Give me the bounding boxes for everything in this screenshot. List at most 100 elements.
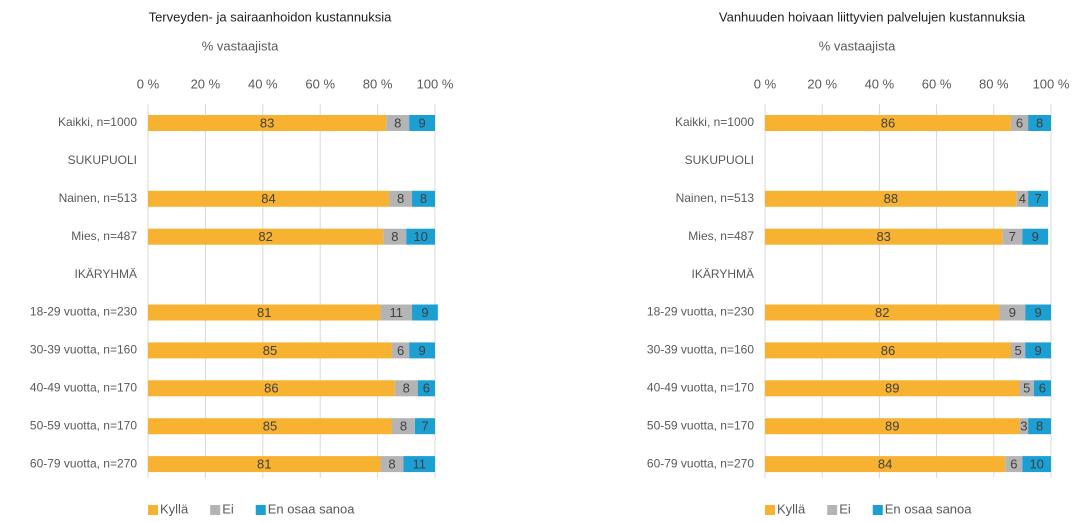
bar-segment: [1019, 418, 1029, 435]
bar-segment: [391, 418, 415, 435]
category-label: SUKUPUOLI: [68, 153, 137, 167]
x-tick-label: 100 %: [417, 76, 454, 91]
bar-segment: [148, 190, 390, 207]
bar-segment: [409, 115, 435, 131]
data-label: 3: [1020, 419, 1027, 434]
bar-segment: [148, 228, 384, 245]
bar-segment: [1028, 190, 1049, 207]
bar-segment: [406, 228, 435, 245]
bar-segment: [765, 190, 1017, 207]
bar-segment: [765, 342, 1011, 359]
legend-label: Kyllä: [160, 501, 189, 516]
bar-segment: [1002, 228, 1023, 245]
bar-segment: [403, 456, 435, 473]
category-label: 18-29 vuotta, n=230: [647, 305, 754, 319]
bar-segment: [389, 190, 413, 207]
data-label: 89: [885, 381, 899, 396]
data-label: 83: [876, 229, 890, 244]
x-tick-label: 0 %: [137, 76, 160, 91]
data-label: 6: [1010, 457, 1017, 472]
legend-swatch: [255, 505, 266, 515]
data-label: 10: [413, 229, 427, 244]
legend-label: En osaa sanoa: [268, 501, 356, 516]
x-tick-label: 40 %: [248, 76, 278, 91]
data-label: 7: [1009, 229, 1016, 244]
category-label: 40-49 vuotta, n=170: [647, 380, 754, 394]
bar-segment: [1028, 418, 1051, 435]
data-label: 9: [1032, 229, 1039, 244]
data-label: 83: [260, 115, 274, 130]
data-label: 9: [421, 305, 428, 320]
x-tick-label: 100 %: [1033, 76, 1070, 91]
data-label: 7: [1035, 191, 1042, 206]
data-label: 6: [1016, 115, 1023, 130]
bar-segment: [1016, 190, 1029, 207]
legend-swatch: [765, 505, 775, 515]
data-label: 86: [881, 115, 895, 130]
data-label: 8: [1036, 419, 1043, 434]
data-label: 7: [421, 419, 428, 434]
category-label: 50-59 vuotta, n=170: [647, 418, 754, 432]
bar-segment: [1033, 380, 1051, 397]
data-label: 9: [1035, 305, 1042, 320]
bar-segment: [1022, 456, 1051, 473]
category-label: 18-29 vuotta, n=230: [30, 305, 137, 319]
bar-segment: [414, 418, 435, 435]
data-label: 82: [875, 305, 889, 320]
bar-segment: [391, 342, 410, 359]
bar-segment: [1025, 304, 1051, 321]
bar-segment: [386, 115, 410, 131]
data-label: 8: [388, 457, 395, 472]
data-label: 82: [258, 229, 272, 244]
bar-segment: [148, 115, 387, 131]
x-tick-label: 80 %: [979, 76, 1009, 91]
data-label: 81: [257, 457, 271, 472]
bar-segment: [409, 342, 435, 359]
category-label: 30-39 vuotta, n=160: [30, 343, 137, 357]
category-label: Nainen, n=513: [676, 191, 755, 205]
bar-segment: [148, 304, 381, 321]
category-label: 60-79 vuotta, n=270: [647, 456, 754, 470]
bar-segment: [148, 380, 395, 397]
legend-label: Kyllä: [777, 501, 806, 516]
bar-segment: [1010, 115, 1029, 131]
legend-swatch: [827, 505, 838, 515]
data-label: 9: [1009, 305, 1016, 320]
bar-segment: [417, 380, 435, 397]
category-label: Mies, n=487: [71, 229, 137, 243]
bar-segment: [1022, 228, 1049, 245]
data-label: 5: [1014, 343, 1021, 358]
bar-segment: [394, 380, 418, 397]
legend-swatch: [210, 505, 221, 515]
data-label: 8: [420, 191, 427, 206]
bar-segment: [999, 304, 1026, 321]
data-label: 6: [1039, 381, 1046, 396]
data-label: 81: [257, 305, 271, 320]
bar-segment: [148, 342, 392, 359]
bar-segment: [412, 190, 435, 207]
data-label: 9: [1035, 343, 1042, 358]
x-tick-label: 80 %: [363, 76, 393, 91]
data-label: 89: [885, 419, 899, 434]
category-label: 60-79 vuotta, n=270: [30, 456, 137, 470]
bar-segment: [765, 304, 1000, 321]
data-label: 8: [391, 229, 398, 244]
bar-segment: [412, 304, 438, 321]
category-label: Kaikki, n=1000: [58, 115, 137, 129]
data-label: 88: [884, 191, 898, 206]
category-label: IKÄRYHMÄ: [75, 267, 137, 281]
data-label: 5: [1023, 381, 1030, 396]
bar-segment: [1025, 342, 1051, 359]
legend-swatch: [872, 505, 883, 515]
data-label: 8: [1036, 115, 1043, 130]
category-label: Kaikki, n=1000: [675, 115, 754, 129]
bar-segment: [380, 456, 404, 473]
data-label: 9: [418, 115, 425, 130]
bar-segment: [765, 456, 1006, 473]
category-label: 50-59 vuotta, n=170: [30, 418, 137, 432]
data-label: 11: [412, 457, 426, 472]
bar-segment: [765, 228, 1003, 245]
x-tick-label: 40 %: [865, 76, 895, 91]
legend-swatch: [148, 505, 158, 515]
